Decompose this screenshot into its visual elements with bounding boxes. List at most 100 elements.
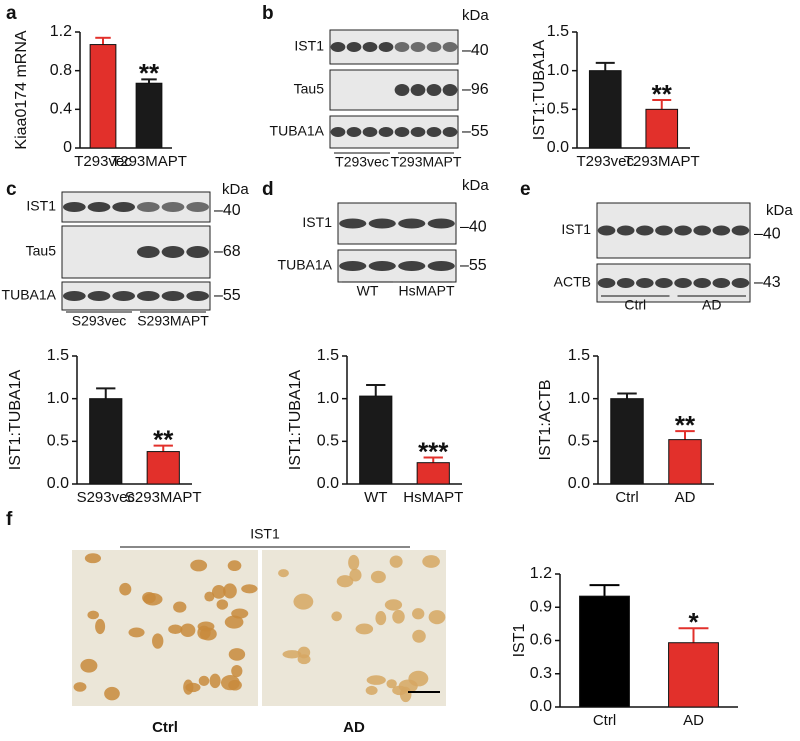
significance-label: ** (153, 424, 174, 454)
stained-cell (392, 609, 405, 624)
blot-band (410, 127, 426, 137)
blot-strip (61, 225, 211, 279)
blot-strip (61, 281, 211, 311)
blot-band (674, 278, 692, 288)
y-tick-label: 0.0 (568, 475, 590, 492)
stained-cell (227, 560, 242, 572)
blot-band (186, 202, 210, 212)
stained-cell (349, 568, 362, 582)
blot-band (112, 291, 136, 301)
blot-group-label: WT (357, 283, 379, 299)
y-tick-label: 0.5 (317, 433, 339, 450)
y-axis-label: IST1:TUBA1A (7, 369, 24, 470)
stained-cell (104, 686, 120, 701)
blot-band (427, 218, 455, 229)
y-tick-label: 0.5 (547, 101, 569, 118)
image-caption: Ctrl (152, 719, 178, 736)
blot-band (712, 225, 731, 236)
blot-band (693, 278, 711, 288)
x-tick-label: AD (675, 489, 696, 506)
blot-band (597, 225, 616, 236)
blot-band (398, 261, 426, 271)
stained-cell (428, 610, 446, 625)
bar (416, 462, 450, 485)
panel-letter: f (6, 509, 13, 530)
blot-band (186, 291, 210, 301)
blot-row-label: Tau5 (26, 243, 57, 259)
bar (89, 398, 123, 485)
significance-label: ** (139, 58, 160, 88)
bar (668, 642, 719, 708)
stained-cell (87, 610, 99, 620)
blot-group-label: AD (702, 297, 721, 313)
blot-band (362, 42, 378, 52)
blot-band (442, 84, 458, 96)
stained-cell (211, 585, 226, 599)
significance-label: * (688, 607, 699, 637)
stained-cell (297, 646, 311, 659)
panel-letter: a (6, 3, 17, 24)
kda-marker: –55 (214, 287, 241, 304)
stained-cell (282, 650, 302, 659)
blot-band (731, 225, 750, 236)
y-tick-label: 0.6 (530, 632, 552, 649)
bar (668, 439, 702, 485)
stained-cell (95, 618, 106, 635)
blot-band (362, 127, 378, 137)
blot-row-label: TUBA1A (2, 287, 57, 303)
y-axis-label: Kiaa0174 mRNA (13, 30, 30, 150)
panel-letter: d (262, 179, 274, 200)
blot-group-label: HsMAPT (399, 283, 455, 299)
stained-cell (119, 582, 132, 596)
blot-band (87, 202, 111, 212)
stained-cell (365, 685, 378, 695)
stained-cell (220, 675, 240, 691)
blot-band (339, 261, 367, 271)
stained-cell (399, 686, 412, 703)
blot-band (442, 127, 458, 137)
kda-marker: –68 (214, 243, 241, 260)
stained-cell (180, 623, 196, 638)
stained-cell (375, 610, 387, 626)
stained-cell (142, 592, 156, 604)
blot-band (136, 202, 160, 212)
stained-cell (331, 611, 342, 622)
kda-marker: –55 (460, 257, 487, 274)
blot-band (136, 291, 160, 301)
stained-cell (173, 601, 187, 613)
blot-band (346, 42, 362, 52)
blot-band (616, 225, 635, 236)
blot-group-label: T293MAPT (391, 154, 462, 170)
kda-marker: –40 (214, 202, 241, 219)
blot-band (339, 218, 367, 229)
blot-band (674, 225, 692, 236)
blot-band (346, 127, 362, 137)
x-tick-label: T293MAPT (111, 153, 187, 170)
stained-cell (231, 664, 243, 678)
kda-marker: –40 (460, 219, 487, 236)
blot-band (426, 127, 442, 137)
stained-cell (198, 675, 210, 686)
blot-band (731, 278, 750, 288)
panel-letter: b (262, 3, 274, 24)
x-tick-label: T293vec (74, 153, 132, 170)
stained-cell (224, 615, 244, 629)
bar (645, 108, 679, 149)
blot-group-label: Ctrl (624, 297, 646, 313)
blot-band (330, 42, 346, 52)
stained-cell (128, 627, 145, 638)
x-tick-label: Ctrl (615, 489, 638, 506)
kda-marker: –40 (462, 42, 489, 59)
kda-marker: –43 (754, 274, 781, 291)
y-tick-label: 1.0 (568, 390, 590, 407)
stained-cell (223, 583, 237, 599)
blot-band (427, 261, 455, 271)
blot-band (330, 127, 346, 137)
x-tick-label: T293vec (576, 153, 634, 170)
y-tick-label: 1.5 (317, 347, 339, 364)
y-tick-label: 0.0 (530, 698, 552, 715)
blot-band (398, 218, 426, 229)
stained-cell (183, 679, 194, 695)
y-tick-label: 0.0 (47, 475, 69, 492)
